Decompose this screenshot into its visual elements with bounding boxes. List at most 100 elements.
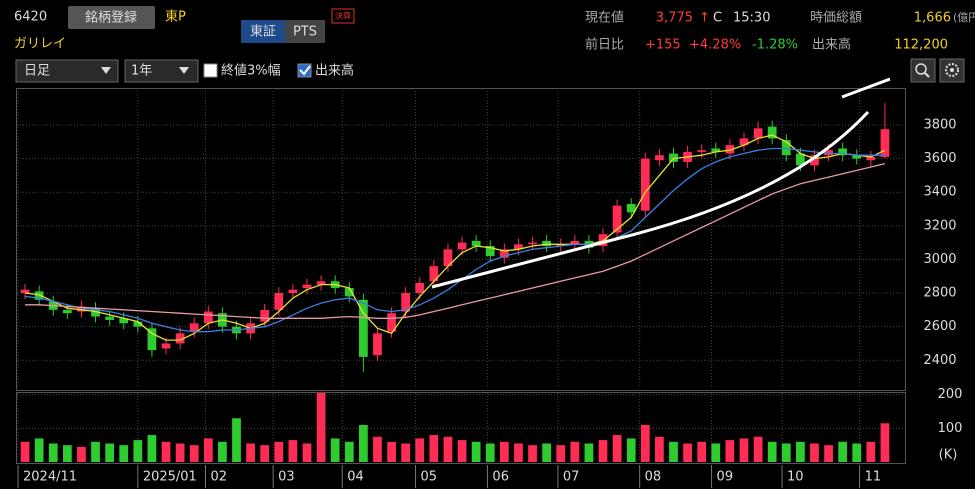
period-select-label[interactable]: 日足 xyxy=(24,64,50,79)
volume-bar xyxy=(640,424,650,462)
volume-bar xyxy=(105,443,114,462)
period-select[interactable] xyxy=(15,59,119,83)
zoom-button[interactable] xyxy=(910,58,936,83)
volume-bar xyxy=(62,445,72,462)
register-label[interactable]: 銘柄登録 xyxy=(85,11,137,26)
price-panel xyxy=(16,88,906,391)
volume-bar xyxy=(669,441,678,462)
tab-tse-label[interactable]: 東証 xyxy=(250,24,276,40)
volume-bar xyxy=(697,441,707,462)
candle-body xyxy=(133,321,143,327)
volume-bar xyxy=(48,443,58,462)
candle-body xyxy=(852,155,862,159)
candle-body xyxy=(105,316,114,320)
volume-bar xyxy=(725,440,735,462)
candle-body xyxy=(344,288,354,297)
candle-body xyxy=(781,140,791,156)
market: 東P xyxy=(165,9,186,25)
x-tick-label: 11 xyxy=(865,470,882,485)
x-tick-label: 2025/01 xyxy=(143,470,197,485)
price-arrow: ↑ xyxy=(699,11,710,26)
volume-bar xyxy=(147,435,157,462)
select-arrow xyxy=(179,67,189,74)
candle-body xyxy=(499,249,509,258)
volume-bar xyxy=(711,443,721,462)
volume-bar xyxy=(485,443,495,462)
volume-bar xyxy=(584,443,594,462)
checkbox-3pct-label[interactable]: 終値3%幅 xyxy=(221,63,281,79)
volume-bar xyxy=(443,436,453,462)
candle-body xyxy=(91,308,100,317)
volume-bar xyxy=(781,443,791,462)
volume-bar xyxy=(838,441,848,462)
y-tick-label: 3200 xyxy=(923,218,956,233)
time: 15:30 xyxy=(733,11,770,26)
candle-body xyxy=(359,299,368,357)
candle-body xyxy=(542,240,551,246)
volume-bar xyxy=(274,441,284,462)
volume-bar xyxy=(373,436,382,462)
volume-bar xyxy=(739,438,749,462)
tab-tse[interactable] xyxy=(241,20,285,43)
range-select[interactable] xyxy=(124,59,199,83)
candle-body xyxy=(626,203,636,213)
candle-body xyxy=(443,249,453,267)
checkbox-volume-label[interactable]: 出来高 xyxy=(315,63,354,79)
volume-bar xyxy=(471,441,481,462)
candle-body xyxy=(838,148,848,156)
candle-body xyxy=(373,333,382,356)
price: 3,775 xyxy=(656,11,693,26)
price-label: 現在値 xyxy=(585,10,624,26)
change: +155 xyxy=(645,38,681,53)
x-tick-label: 04 xyxy=(347,470,364,485)
volume-bar xyxy=(810,443,819,462)
x-tick-label: 06 xyxy=(492,470,509,485)
volume-bar xyxy=(528,445,537,462)
candle-body xyxy=(20,289,30,294)
x-tick-label: 05 xyxy=(421,470,438,485)
volume-bar xyxy=(232,418,241,462)
volume-bar xyxy=(302,443,312,462)
x-tick-label: 08 xyxy=(645,470,662,485)
volume-bar xyxy=(330,438,340,462)
volume-label: 出来高 xyxy=(812,37,851,53)
range-select-label[interactable]: 1年 xyxy=(131,64,152,79)
tab-pts[interactable] xyxy=(285,20,325,43)
volume-bar xyxy=(133,440,143,462)
checkbox-3pct[interactable] xyxy=(203,63,218,78)
badge-box xyxy=(331,8,355,24)
volume-bar xyxy=(119,445,129,462)
volume-bar xyxy=(683,443,692,462)
volume-bar xyxy=(218,441,227,462)
cap: 1,666 xyxy=(914,11,951,26)
volume-bar xyxy=(542,443,551,462)
register-button[interactable] xyxy=(68,6,155,29)
x-tick-label: 02 xyxy=(210,470,227,485)
candle-body xyxy=(260,309,270,322)
y-tick-label: 3600 xyxy=(923,151,956,166)
badge: 決算 xyxy=(335,11,351,21)
candle-body xyxy=(669,153,678,162)
tab-pts-label[interactable]: PTS xyxy=(293,25,317,40)
change-label: 前日比 xyxy=(585,37,624,53)
volume-bar xyxy=(499,441,509,462)
candle-body xyxy=(471,240,481,246)
volume-bar xyxy=(753,436,763,462)
candle-body xyxy=(697,150,707,152)
change-pct2: -1.28% xyxy=(752,38,798,53)
volume-bar xyxy=(288,440,298,462)
moving-average xyxy=(25,162,886,319)
candle-body xyxy=(753,128,763,139)
y-tick-label: 3000 xyxy=(923,252,956,267)
price-flag: C xyxy=(713,11,722,26)
candle-body xyxy=(570,240,580,245)
checkbox-volume[interactable] xyxy=(297,63,312,78)
candle-body xyxy=(457,242,467,250)
candle-body xyxy=(34,291,44,300)
x-tick-label: 09 xyxy=(717,470,734,485)
moving-average xyxy=(24,147,885,333)
y-tick-label: 3800 xyxy=(923,117,956,132)
candle-body xyxy=(189,323,199,332)
volume-bar xyxy=(34,438,44,462)
